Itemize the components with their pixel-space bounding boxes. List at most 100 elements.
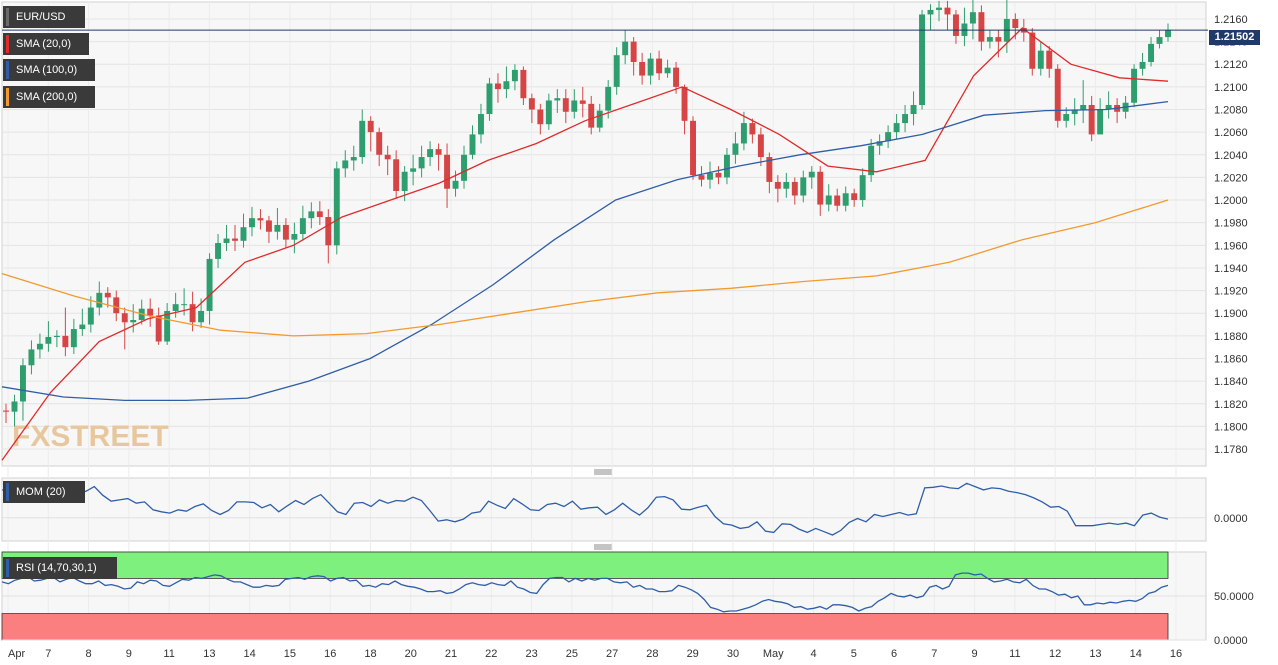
candle-body bbox=[232, 238, 238, 241]
main-panel-bg bbox=[1, 1, 1207, 467]
candle-body bbox=[249, 218, 255, 228]
rsi-oversold-zone bbox=[1, 613, 1169, 641]
legend-sma100-label: SMA (100,0) bbox=[16, 64, 78, 76]
x-tick-label: 11 bbox=[163, 648, 174, 660]
candle-body bbox=[1156, 37, 1163, 44]
candle-body bbox=[53, 335, 60, 337]
x-tick-label: 14 bbox=[244, 648, 256, 660]
candle-body bbox=[181, 304, 188, 306]
candle-body bbox=[206, 258, 213, 311]
x-tick-label: 7 bbox=[931, 648, 937, 660]
legend-sma20[interactable]: SMA (20,0) bbox=[3, 33, 89, 55]
candle-body bbox=[749, 123, 756, 135]
x-tick-label: 21 bbox=[445, 648, 457, 660]
candle-body bbox=[690, 120, 696, 176]
x-tick-label: 13 bbox=[203, 648, 215, 660]
x-tick-label: 27 bbox=[606, 648, 618, 660]
candle-body bbox=[936, 7, 942, 10]
candle-body bbox=[452, 180, 459, 189]
candle-body bbox=[418, 157, 425, 169]
legend-sma100[interactable]: SMA (100,0) bbox=[3, 59, 95, 81]
candle-body bbox=[732, 143, 739, 155]
legend-rsi-label: RSI (14,70,30,1) bbox=[16, 562, 97, 574]
candle-body bbox=[885, 132, 892, 142]
candle-body bbox=[808, 171, 815, 178]
x-tick-label: 16 bbox=[324, 648, 336, 660]
candle-body bbox=[350, 157, 357, 161]
legend-sma200[interactable]: SMA (200,0) bbox=[3, 86, 95, 108]
candle-body bbox=[325, 217, 332, 246]
mom-line bbox=[1, 482, 1169, 536]
candle-body bbox=[503, 81, 510, 90]
candle-body bbox=[919, 14, 925, 105]
candle-body bbox=[393, 159, 400, 191]
candle-body bbox=[622, 41, 629, 56]
candle-body bbox=[1012, 18, 1019, 29]
candle-body bbox=[774, 181, 781, 189]
candle-body bbox=[155, 315, 162, 342]
fxstreet-watermark: FXSTREET bbox=[12, 420, 169, 453]
rsi-y-tick-label: 50.0000 bbox=[1214, 591, 1254, 603]
y-tick-label: 1.2040 bbox=[1214, 150, 1248, 162]
candle-body bbox=[299, 218, 306, 234]
candle-body bbox=[1105, 104, 1112, 110]
x-tick-label: 23 bbox=[525, 648, 537, 660]
x-tick-label: 13 bbox=[1089, 648, 1101, 660]
x-tick-label: Apr bbox=[8, 648, 25, 660]
candle-body bbox=[1139, 61, 1146, 69]
candle-body bbox=[469, 134, 476, 155]
candle-body bbox=[952, 14, 959, 36]
candle-body bbox=[893, 123, 900, 133]
x-tick-label: 5 bbox=[851, 648, 857, 660]
y-tick-label: 1.1840 bbox=[1214, 376, 1248, 388]
candle-body bbox=[164, 310, 171, 342]
candle-body bbox=[486, 83, 493, 115]
candle-body bbox=[1148, 43, 1155, 62]
candle-body bbox=[36, 343, 43, 350]
y-tick-label: 1.1920 bbox=[1214, 286, 1248, 298]
legend-sma200-swatch bbox=[6, 88, 9, 106]
legend-instrument-swatch bbox=[6, 8, 9, 26]
candle-body bbox=[511, 69, 518, 82]
candle-body bbox=[910, 104, 917, 115]
candle-body bbox=[19, 365, 26, 402]
candle-body bbox=[537, 109, 544, 125]
candle-body bbox=[698, 175, 705, 180]
candle-body bbox=[427, 149, 434, 158]
candle-body bbox=[494, 83, 501, 90]
candle-body bbox=[96, 292, 103, 308]
candle-body bbox=[639, 61, 646, 76]
candle-body bbox=[1097, 109, 1104, 135]
y-tick-label: 1.1940 bbox=[1214, 263, 1248, 275]
candle-body bbox=[342, 160, 349, 169]
x-tick-label: May bbox=[763, 648, 784, 660]
rsi-line bbox=[1, 572, 1169, 613]
rsi-y-tick-label: 0.0000 bbox=[1214, 635, 1248, 647]
candle-body bbox=[147, 308, 154, 316]
candle-body bbox=[986, 37, 993, 42]
legend-mom[interactable]: MOM (20) bbox=[3, 481, 85, 503]
x-tick-label: 11 bbox=[1009, 648, 1020, 660]
y-tick-label: 1.1960 bbox=[1214, 240, 1248, 252]
legend-sma20-swatch bbox=[6, 35, 9, 53]
legend-mom-label: MOM (20) bbox=[16, 486, 66, 498]
candle-body bbox=[707, 172, 713, 180]
candle-body bbox=[376, 132, 383, 155]
candle-body bbox=[800, 177, 807, 196]
x-tick-label: 6 bbox=[891, 648, 897, 660]
candle-body bbox=[995, 37, 1002, 42]
rsi-overbought-zone bbox=[1, 551, 1169, 579]
legend-rsi[interactable]: RSI (14,70,30,1) bbox=[3, 557, 117, 579]
candle-body bbox=[791, 181, 798, 196]
y-tick-label: 1.2000 bbox=[1214, 195, 1248, 207]
candle-body bbox=[130, 320, 137, 323]
y-tick-label: 1.1860 bbox=[1214, 353, 1248, 365]
legend-rsi-swatch bbox=[6, 559, 9, 577]
x-tick-label: 25 bbox=[566, 648, 578, 660]
candle-body bbox=[1037, 50, 1044, 69]
candle-body bbox=[868, 145, 875, 176]
legend-mom-swatch bbox=[6, 483, 9, 501]
x-tick-label: 9 bbox=[126, 648, 132, 660]
candle-body bbox=[969, 12, 976, 24]
sma20-line bbox=[1, 27, 1169, 461]
